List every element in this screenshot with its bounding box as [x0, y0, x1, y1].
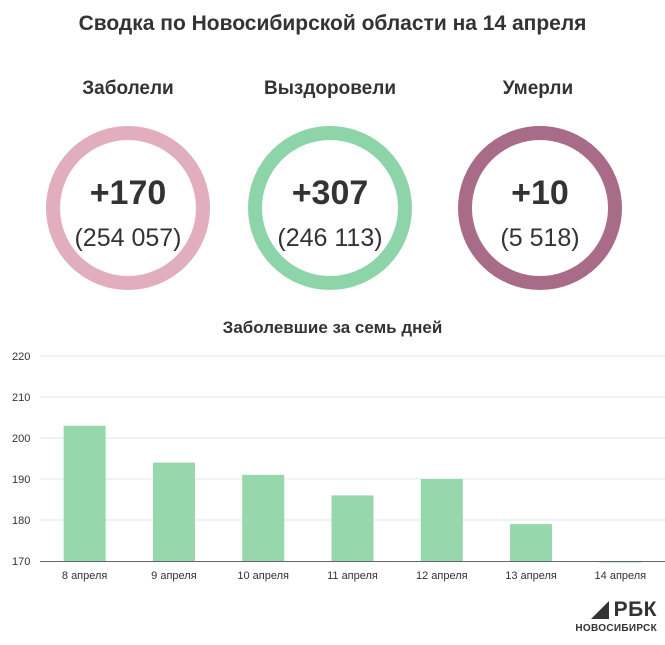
y-tick-label: 210 — [12, 392, 30, 404]
x-tick-label: 12 апреля — [416, 570, 468, 582]
rbc-logo-icon — [591, 601, 610, 619]
stat-infected-delta: +170 — [89, 174, 167, 212]
bar — [152, 462, 195, 561]
stat-died: Умерли — [448, 78, 628, 100]
y-tick-label: 170 — [12, 556, 30, 568]
x-tick-label: 10 апреля — [237, 570, 289, 582]
bar-chart: 170 180 190 200 210 220 8 апреля 9 апреля 10 апр… — [12, 351, 665, 582]
stat-infected-ring: +170 (254 057) — [46, 126, 210, 290]
x-tick-label: 9 апреля — [151, 570, 197, 582]
rbc-logo-brand: РБК — [613, 598, 657, 621]
stat-died-label: Умерли — [502, 78, 574, 99]
stat-died-ring: +10 (5 518) — [458, 126, 622, 290]
stat-died-total: (5 518) — [500, 224, 580, 252]
bar — [331, 495, 374, 561]
x-tick-label: 8 апреля — [62, 570, 108, 582]
stat-recovered-label: Выздоровели — [263, 78, 397, 99]
stat-recovered-delta: +307 — [291, 174, 369, 212]
stat-infected-label: Заболели — [82, 78, 174, 99]
stat-recovered: Выздоровели — [240, 78, 420, 100]
y-tick-label: 190 — [12, 474, 30, 486]
stat-recovered-total: (246 113) — [277, 224, 383, 252]
stat-infected-total: (254 057) — [74, 224, 182, 252]
y-tick-label: 200 — [12, 433, 30, 445]
rbc-logo: РБК НОВОСИБИРСК — [545, 598, 657, 634]
stat-died-delta: +10 — [511, 174, 569, 212]
y-tick-label: 180 — [12, 515, 30, 527]
bar — [510, 524, 553, 561]
stat-infected: Заболели — [38, 78, 218, 100]
bar — [63, 425, 106, 561]
y-tick-label: 220 — [12, 351, 30, 363]
stat-recovered-ring: +307 (246 113) — [248, 126, 412, 290]
x-tick-label: 14 апреля — [595, 570, 647, 582]
x-tick-label: 13 апреля — [505, 570, 557, 582]
page-title: Сводка по Новосибирской области на 14 ап… — [78, 12, 587, 35]
bar — [420, 479, 463, 561]
chart-title: Заболевшие за семь дней — [222, 318, 443, 337]
rbc-logo-city: НОВОСИБИРСК — [575, 623, 657, 634]
bar — [242, 474, 285, 561]
x-tick-label: 11 апреля — [327, 570, 378, 582]
